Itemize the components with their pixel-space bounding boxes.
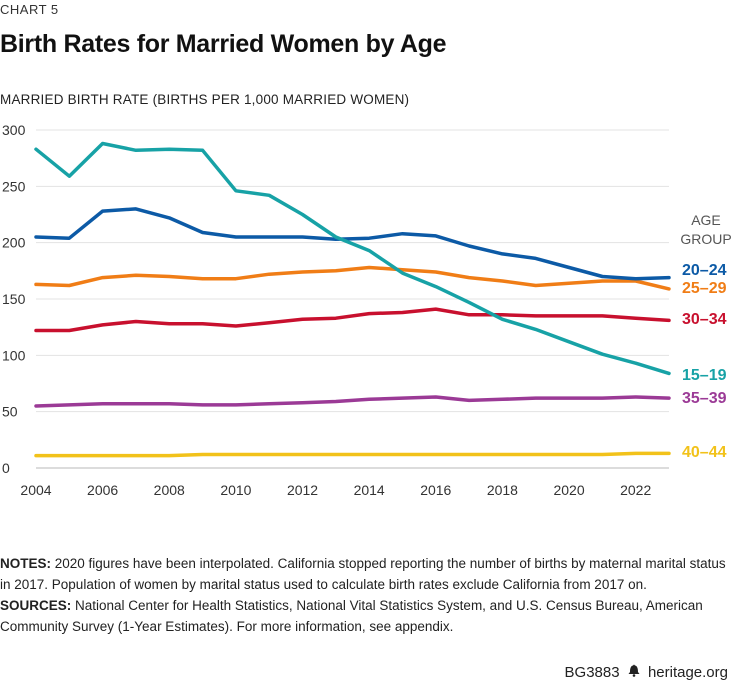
gridlines — [36, 129, 669, 469]
liberty-bell-icon — [628, 664, 640, 681]
notes-label: NOTES: — [0, 556, 52, 571]
legend-label-15-19: 15–19 — [682, 367, 727, 384]
site-link[interactable]: heritage.org — [647, 664, 728, 681]
y-tick-label: 100 — [2, 347, 26, 363]
x-tick-label: 2020 — [553, 482, 584, 498]
x-tick-label: 2006 — [87, 482, 118, 498]
legend-label-35-39: 35–39 — [682, 390, 727, 407]
y-tick-label: 0 — [2, 460, 10, 476]
x-tick-label: 2008 — [154, 482, 185, 498]
series-line-20-24 — [34, 207, 671, 281]
footer: BG3883 heritage.org — [565, 664, 728, 681]
chart-title: Birth Rates for Married Women by Age — [0, 30, 447, 58]
x-tick-label: 2012 — [287, 482, 318, 498]
series-line-35-39 — [34, 395, 671, 408]
sources-paragraph: SOURCES: National Center for Health Stat… — [0, 595, 732, 637]
chart-kicker: CHART 5 — [0, 2, 59, 17]
y-axis-label: MARRIED BIRTH RATE (BIRTHS PER 1,000 MAR… — [0, 92, 410, 107]
legend-title: AGE — [691, 212, 721, 228]
legend-title: GROUP — [680, 231, 731, 247]
series-line-30-34 — [34, 307, 671, 333]
x-tick-label: 2010 — [220, 482, 251, 498]
series-lines — [34, 141, 671, 458]
x-tick-label: 2016 — [420, 482, 451, 498]
y-tick-labels: 0 50 100 150 200 250 300 — [2, 122, 26, 476]
series-line-40-44 — [34, 451, 671, 458]
sources-text: National Center for Health Statistics, N… — [0, 598, 703, 634]
legend-label-30-34: 30–34 — [682, 311, 727, 328]
x-tick-label: 2014 — [354, 482, 385, 498]
y-tick-label: 300 — [2, 122, 26, 138]
notes-block: NOTES: 2020 figures have been interpolat… — [0, 553, 732, 637]
x-tick-label: 2018 — [487, 482, 518, 498]
series-line-15-19 — [34, 141, 671, 376]
report-code: BG3883 — [564, 664, 620, 681]
legend-label-40-44: 40–44 — [682, 444, 727, 461]
y-tick-label: 150 — [2, 291, 26, 307]
x-tick-label: 2022 — [620, 482, 651, 498]
notes-text: 2020 figures have been interpolated. Cal… — [0, 556, 726, 592]
sources-label: SOURCES: — [0, 598, 72, 613]
y-tick-label: 200 — [2, 235, 26, 251]
legend-label-20-24: 20–24 — [682, 262, 727, 279]
series-line-25-29 — [34, 265, 671, 291]
x-tick-labels: 2004 2006 2008 2010 2012 2014 2016 2018 2020 2022 — [20, 482, 651, 498]
notes-paragraph: NOTES: 2020 figures have been interpolat… — [0, 553, 732, 595]
legend-label-25-29: 25–29 — [682, 280, 727, 297]
y-tick-label: 250 — [2, 178, 26, 194]
x-tick-label: 2004 — [20, 482, 51, 498]
y-tick-label: 50 — [2, 404, 18, 420]
